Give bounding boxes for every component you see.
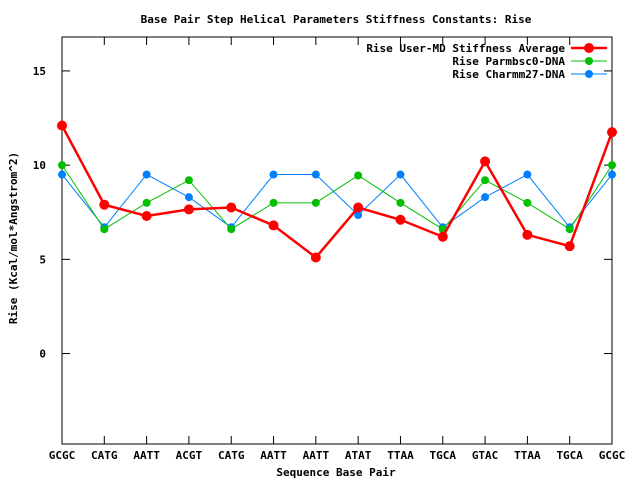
y-tick-label-1: 5 [39, 253, 46, 266]
series-1-point-2 [142, 198, 151, 207]
series-2-point-2 [142, 170, 151, 179]
series-0-point-8 [395, 214, 406, 225]
series-2-point-3 [184, 193, 193, 202]
x-tick-label-0: GCGC [49, 449, 76, 462]
legend-marker-2 [585, 70, 593, 78]
x-tick-label-1: CATG [91, 449, 118, 462]
series-2-point-0 [58, 170, 66, 179]
legend-marker-1 [585, 57, 593, 65]
x-tick-label-4: CATG [218, 449, 245, 462]
series-0-point-7 [353, 202, 364, 213]
y-tick-label-0: 0 [39, 348, 46, 361]
series-1-point-12 [565, 225, 574, 234]
series-1-point-1 [100, 225, 109, 234]
series-0-point-1 [99, 199, 110, 210]
series-2-point-8 [396, 170, 405, 179]
series-0-point-2 [141, 211, 152, 222]
x-tick-label-11: TTAA [514, 449, 541, 462]
series-0-point-13 [607, 127, 617, 138]
x-tick-label-12: TGCA [556, 449, 583, 462]
series-1-point-8 [396, 198, 405, 207]
chart-title: Base Pair Step Helical Parameters Stiffn… [141, 13, 532, 26]
series-2-point-6 [311, 170, 320, 179]
series-1-point-6 [311, 198, 320, 207]
series-2-point-10 [481, 193, 490, 202]
x-tick-label-9: TGCA [430, 449, 457, 462]
series-1-point-11 [523, 198, 532, 207]
x-tick-label-5: AATT [260, 449, 287, 462]
series-1-point-0 [58, 161, 66, 170]
series-0-point-11 [522, 229, 533, 240]
x-tick-label-10: GTAC [472, 449, 499, 462]
series-1-point-10 [481, 176, 490, 185]
series-1-point-4 [227, 225, 236, 234]
series-2-point-7 [354, 211, 363, 220]
series-line-1 [61, 164, 613, 230]
legend-label-0: Rise User-MD Stiffness Average [366, 42, 565, 55]
series-0-point-6 [310, 252, 321, 263]
x-tick-label-8: TTAA [387, 449, 414, 462]
series-1-point-13 [608, 161, 616, 170]
x-axis-label: Sequence Base Pair [276, 466, 396, 479]
legend-marker-0 [584, 43, 594, 53]
y-axis-label: Rise (Kcal/mol*Angstrom^2) [7, 152, 20, 324]
series-0-point-9 [437, 231, 448, 242]
series-1-point-5 [269, 198, 278, 207]
series-0-point-0 [57, 120, 67, 131]
y-tick-label-2: 10 [33, 159, 46, 172]
plot-frame [61, 36, 613, 445]
y-tick-label-3: 15 [33, 65, 46, 78]
series-2-point-5 [269, 170, 278, 179]
legend-label-2: Rise Charmm27-DNA [452, 68, 565, 81]
series-0-point-10 [480, 156, 491, 167]
series-2-point-13 [608, 170, 616, 179]
series-1-point-7 [354, 171, 363, 180]
series-0-point-5 [268, 220, 279, 231]
x-tick-label-13: GCGC [599, 449, 626, 462]
x-tick-label-6: AATT [303, 449, 330, 462]
series-2-point-11 [523, 170, 532, 179]
x-tick-label-2: AATT [133, 449, 160, 462]
series-line-0 [60, 124, 614, 260]
legend-label-1: Rise Parmbsc0-DNA [452, 55, 565, 68]
x-tick-label-3: ACGT [176, 449, 203, 462]
series-line-2 [61, 173, 613, 229]
series-0-point-4 [226, 202, 237, 213]
series-0-point-12 [564, 241, 575, 252]
series-0-point-3 [183, 204, 194, 215]
series-1-point-3 [184, 176, 193, 185]
x-tick-label-7: ATAT [345, 449, 372, 462]
